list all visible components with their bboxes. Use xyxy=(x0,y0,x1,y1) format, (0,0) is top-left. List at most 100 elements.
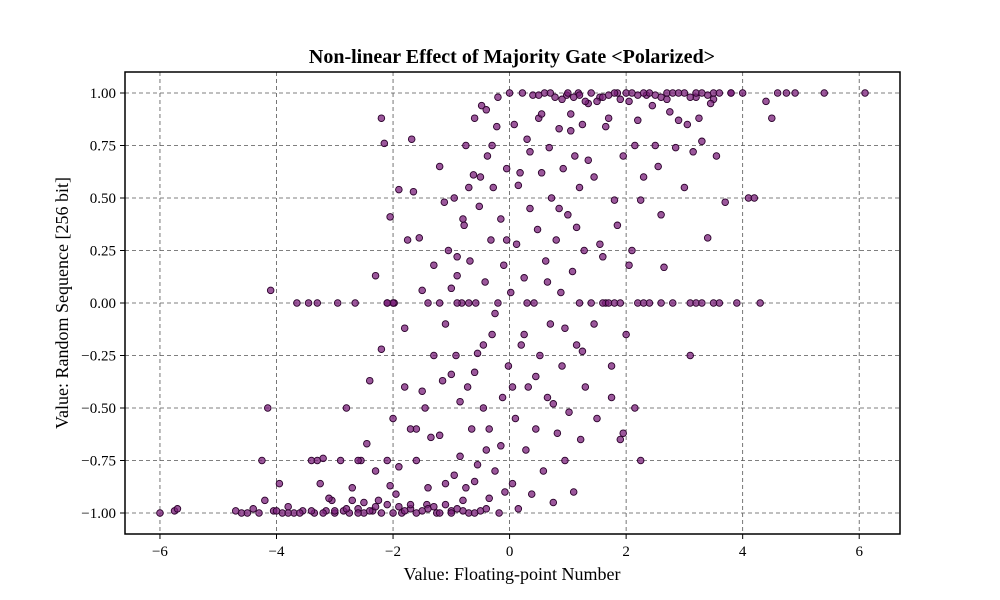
scatter-point xyxy=(619,152,627,160)
scatter-point xyxy=(475,202,484,211)
scatter-point xyxy=(441,479,450,488)
scatter-point xyxy=(447,509,456,517)
scatter-point xyxy=(508,383,517,391)
scatter-point xyxy=(418,286,426,295)
scatter-point xyxy=(533,225,542,234)
scatter-point xyxy=(537,110,546,118)
scatter-point xyxy=(541,257,550,265)
scatter-point xyxy=(493,122,501,131)
scatter-point xyxy=(517,341,525,349)
scatter-point xyxy=(545,143,553,152)
scatter-point xyxy=(348,484,357,492)
scatter-point xyxy=(342,505,351,513)
scatter-point xyxy=(686,93,694,101)
scatter-point xyxy=(599,253,607,261)
scatter-point xyxy=(530,299,538,307)
scatter-point xyxy=(371,467,380,475)
grid-lines xyxy=(125,72,900,534)
scatter-point xyxy=(383,299,391,307)
scatter-point xyxy=(546,89,555,97)
scatter-point xyxy=(316,479,324,488)
scatter-point xyxy=(549,400,558,408)
scatter-point xyxy=(395,185,403,194)
scatter-point xyxy=(523,299,531,307)
scatter-point xyxy=(651,91,660,99)
scatter-point xyxy=(587,89,595,97)
scatter-point xyxy=(409,187,418,196)
scatter-point xyxy=(472,299,480,307)
scatter-point xyxy=(452,351,460,360)
scatter-point xyxy=(507,288,515,297)
scatter-point xyxy=(782,89,791,97)
scatter-point xyxy=(502,164,511,173)
scatter-point xyxy=(450,194,458,202)
scatter-point xyxy=(654,162,662,171)
scatter-point xyxy=(421,404,429,412)
scatter-point xyxy=(604,91,613,99)
scatter-point xyxy=(625,97,633,106)
scatter-point xyxy=(683,120,692,129)
scatter-point xyxy=(571,152,579,160)
scatter-point xyxy=(400,507,409,515)
scatter-point xyxy=(354,509,362,517)
scatter-point xyxy=(569,93,578,101)
scatter-point xyxy=(497,215,505,223)
scatter-point xyxy=(522,446,530,454)
scatter-point xyxy=(371,502,380,511)
x-tick-label: 0 xyxy=(506,544,514,560)
scatter-point xyxy=(266,286,275,295)
scatter-point xyxy=(555,124,563,133)
scatter-point xyxy=(607,362,616,370)
scatter-point xyxy=(636,456,645,465)
scatter-point xyxy=(392,490,400,498)
scatter-point xyxy=(470,368,479,377)
scatter-point xyxy=(258,456,266,465)
scatter-point xyxy=(482,446,491,454)
scatter-point xyxy=(406,500,415,509)
scatter-point xyxy=(435,299,444,307)
scatter-point xyxy=(479,404,488,412)
scatter-point xyxy=(407,135,416,143)
x-axis-label: Value: Floating-point Number xyxy=(404,564,621,584)
scatter-point xyxy=(441,320,450,328)
scatter-point xyxy=(502,236,511,244)
scatter-point xyxy=(514,505,523,513)
scatter-point xyxy=(590,320,598,328)
scatter-point xyxy=(483,152,492,160)
scatter-point xyxy=(470,114,479,122)
scatter-point xyxy=(264,404,272,412)
scatter-point xyxy=(581,97,590,106)
scatter-point xyxy=(400,383,409,391)
scatter-point xyxy=(430,502,438,511)
y-tick-label: 0.25 xyxy=(90,244,116,260)
scatter-point xyxy=(494,299,502,307)
y-tick-label: −0.25 xyxy=(81,349,116,365)
scatter-point xyxy=(587,299,595,307)
scatter-point xyxy=(400,324,409,332)
scatter-point xyxy=(516,169,524,177)
scatter-point xyxy=(607,393,616,402)
scatter-point xyxy=(625,261,633,269)
scatter-point xyxy=(447,284,456,293)
scatter-point xyxy=(307,507,316,515)
scatter-point xyxy=(415,234,424,242)
scatter-point xyxy=(636,196,645,204)
scatter-point xyxy=(616,299,625,307)
x-tick-label: 4 xyxy=(739,544,747,560)
y-tick-label: 0.50 xyxy=(90,191,116,207)
scatter-point xyxy=(703,234,712,242)
x-tick-label: −4 xyxy=(269,544,285,560)
scatter-point xyxy=(572,341,581,349)
scatter-point xyxy=(561,324,569,332)
x-axis-ticks: −6 −4 −2 0 2 4 6 xyxy=(152,534,863,560)
scatter-point xyxy=(465,299,473,307)
scatter-point xyxy=(424,299,432,307)
scatter-point xyxy=(365,376,374,385)
scatter-point xyxy=(523,135,531,143)
scatter-point xyxy=(526,204,534,213)
scatter-point xyxy=(463,383,472,391)
scatter-point xyxy=(336,456,345,465)
scatter-point xyxy=(561,456,569,465)
scatter-point xyxy=(686,351,694,360)
scatter-point xyxy=(156,509,164,517)
